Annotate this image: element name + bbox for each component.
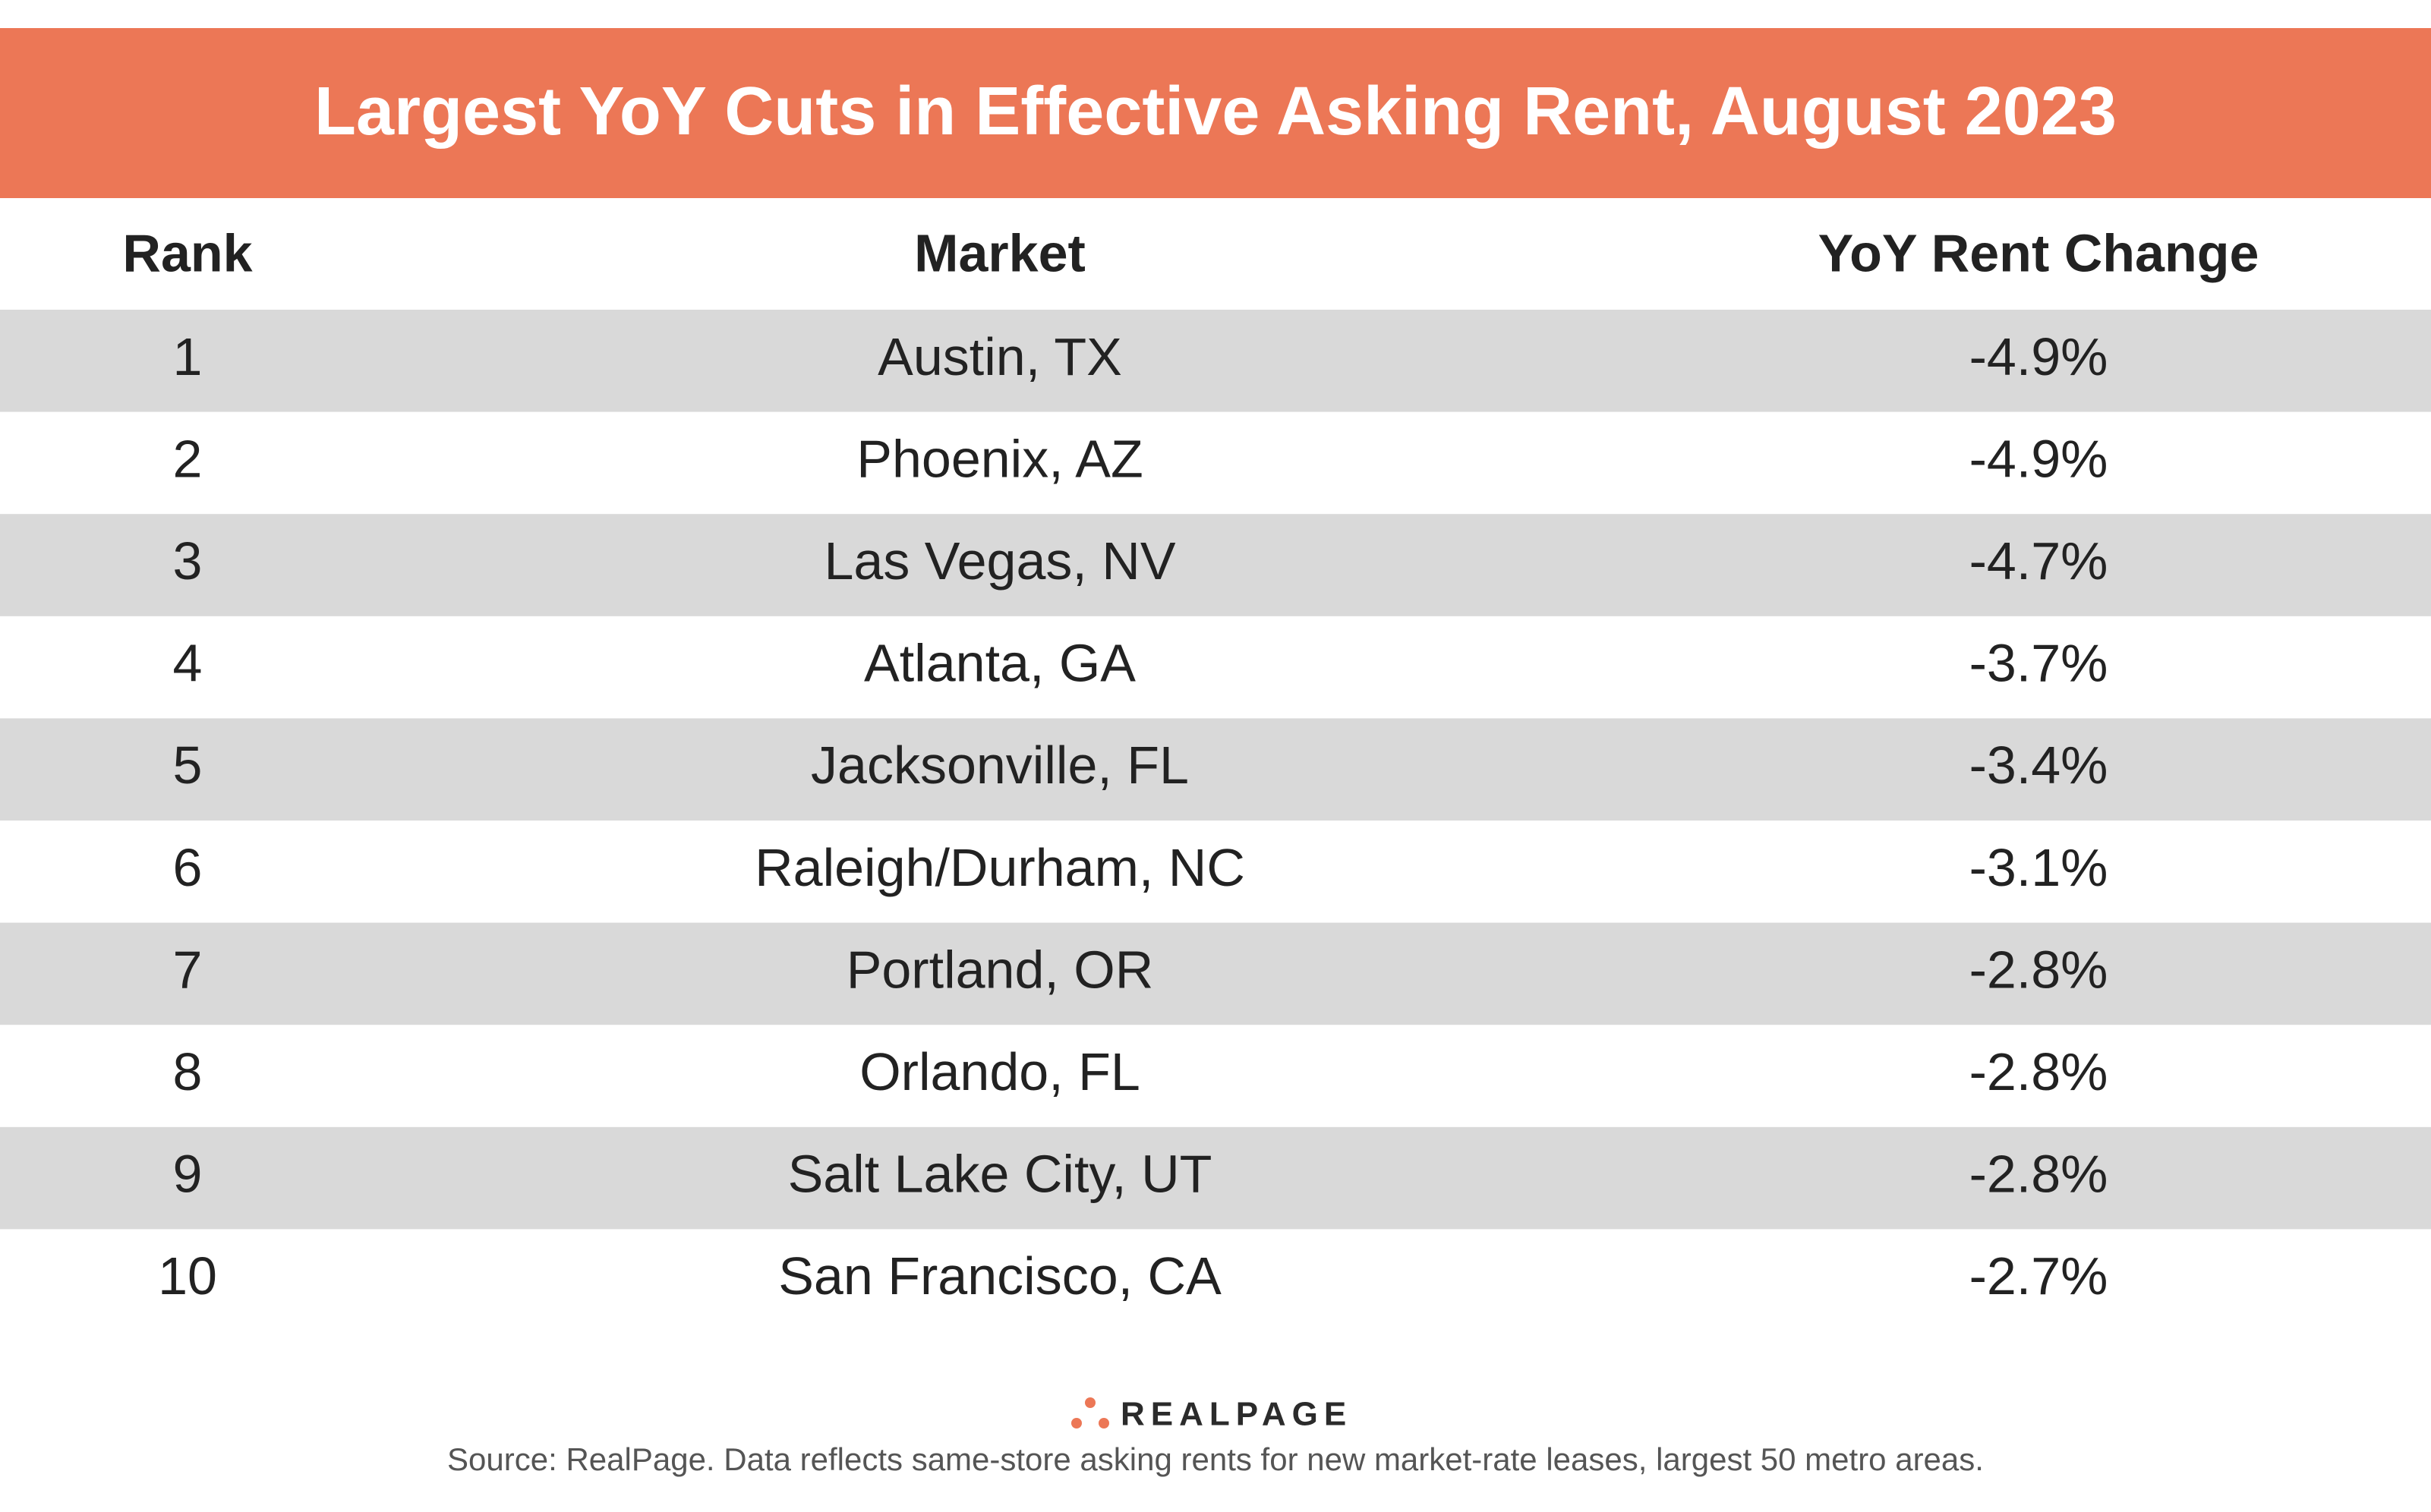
- table: Rank Market YoY Rent Change 1 Austin, TX -4.9…: [0, 223, 2431, 1306]
- logo-dot: [1099, 1418, 1109, 1429]
- table-cell: Raleigh/Durham, NC: [755, 838, 1245, 897]
- logo-dot: [1085, 1397, 1096, 1408]
- table-cell: 3: [173, 531, 203, 591]
- table-cell: Austin, TX: [878, 327, 1122, 386]
- table-cell: 5: [173, 736, 203, 795]
- row-band: [0, 1126, 2431, 1230]
- column-header: YoY Rent Change: [1818, 223, 2259, 282]
- row-band: [0, 718, 2431, 821]
- table-cell: -2.7%: [1969, 1246, 2108, 1306]
- table-cell: 4: [173, 634, 203, 693]
- table-cell: -3.7%: [1969, 634, 2108, 693]
- table-cell: Phoenix, AZ: [856, 429, 1143, 488]
- table-cell: 6: [173, 838, 203, 897]
- table-cell: Atlanta, GA: [864, 634, 1136, 693]
- source-note: Source: RealPage. Data reflects same-sto…: [447, 1441, 1984, 1477]
- table-cell: -3.4%: [1969, 736, 2108, 795]
- table-cell: Jacksonville, FL: [811, 736, 1189, 795]
- table-cell: Orlando, FL: [859, 1042, 1140, 1101]
- title: Largest YoY Cuts in Effective Asking Ren…: [314, 74, 2117, 150]
- table-cell: 1: [173, 327, 203, 386]
- table-cell: -3.1%: [1969, 838, 2108, 897]
- table-cell: 8: [173, 1042, 203, 1101]
- logo: REALPAGE: [1071, 1396, 1352, 1433]
- logo-text: REALPAGE: [1121, 1396, 1352, 1433]
- table-cell: Portland, OR: [847, 940, 1154, 999]
- table-cell: -2.8%: [1969, 1145, 2108, 1204]
- table-cell: 10: [158, 1246, 217, 1306]
- table-cell: -2.8%: [1969, 940, 2108, 999]
- table-cell: Salt Lake City, UT: [788, 1145, 1212, 1204]
- table-cell: 7: [173, 940, 203, 999]
- table-cell: -2.8%: [1969, 1042, 2108, 1101]
- row-band: [0, 310, 2431, 412]
- table-cell: 2: [173, 429, 203, 488]
- row-band: [0, 514, 2431, 616]
- table-cell: -4.7%: [1969, 531, 2108, 591]
- table-cell: San Francisco, CA: [778, 1246, 1222, 1306]
- row-band: [0, 922, 2431, 1025]
- table-cell: -4.9%: [1969, 429, 2108, 488]
- column-header: Market: [914, 223, 1086, 282]
- table-cell: Las Vegas, NV: [824, 531, 1175, 591]
- title-bar: [0, 28, 2431, 198]
- logo-dot: [1071, 1418, 1082, 1429]
- table-cell: -4.9%: [1969, 327, 2108, 386]
- table-cell: 9: [173, 1145, 203, 1204]
- column-header: Rank: [122, 223, 252, 282]
